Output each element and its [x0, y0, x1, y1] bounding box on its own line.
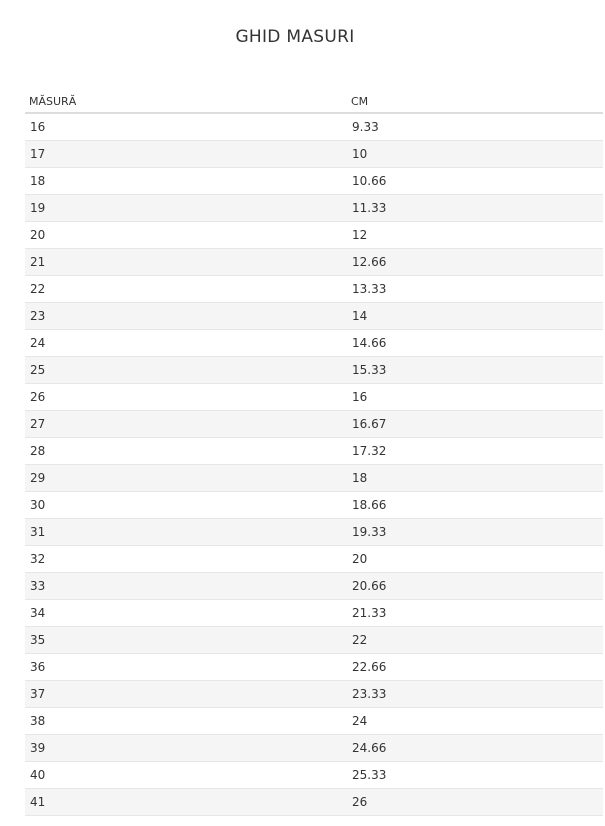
table-row: 22 13.33	[25, 275, 603, 303]
size-cell: 41	[25, 788, 347, 816]
table-row: 41 26	[25, 788, 603, 816]
table-row: 32 20	[25, 545, 603, 573]
size-cell: 26	[25, 383, 347, 411]
size-cell: 39	[25, 734, 347, 762]
size-cell: 30	[25, 491, 347, 519]
size-cell: 16	[25, 113, 347, 141]
cm-cell: 14.66	[347, 329, 603, 357]
cm-cell: 11.33	[347, 194, 603, 222]
size-cell: 40	[25, 761, 347, 789]
size-cell: 36	[25, 653, 347, 681]
cm-cell: 20	[347, 545, 603, 573]
cm-cell: 18	[347, 464, 603, 492]
size-cell: 17	[25, 140, 347, 168]
cm-cell: 22.66	[347, 653, 603, 681]
table-row: 36 22.66	[25, 653, 603, 681]
table-row: 34 21.33	[25, 599, 603, 627]
size-cell: 33	[25, 572, 347, 600]
table-row: 35 22	[25, 626, 603, 654]
table-row: 33 20.66	[25, 572, 603, 600]
table-row: 39 24.66	[25, 734, 603, 762]
table-row: 18 10.66	[25, 167, 603, 195]
cm-cell: 12.66	[347, 248, 603, 276]
cm-cell: 25.33	[347, 761, 603, 789]
size-guide-table: MĂSURĂ CM 16 9.33 17 10 18 10.66 19 11.33 20 12 21…	[25, 90, 603, 816]
cm-cell: 10	[347, 140, 603, 168]
size-cell: 21	[25, 248, 347, 276]
cm-cell: 13.33	[347, 275, 603, 303]
size-cell: 29	[25, 464, 347, 492]
cm-cell: 24.66	[347, 734, 603, 762]
cm-cell: 15.33	[347, 356, 603, 384]
table-row: 20 12	[25, 221, 603, 249]
size-cell: 20	[25, 221, 347, 249]
size-cell: 34	[25, 599, 347, 627]
cm-cell: 26	[347, 788, 603, 816]
table-row: 40 25.33	[25, 761, 603, 789]
cm-cell: 18.66	[347, 491, 603, 519]
table-row: 21 12.66	[25, 248, 603, 276]
table-row: 31 19.33	[25, 518, 603, 546]
table-row: 27 16.67	[25, 410, 603, 438]
size-cell: 28	[25, 437, 347, 465]
table-row: 26 16	[25, 383, 603, 411]
cm-cell: 16	[347, 383, 603, 411]
cm-cell: 21.33	[347, 599, 603, 627]
cm-cell: 23.33	[347, 680, 603, 708]
cm-cell: 22	[347, 626, 603, 654]
size-cell: 27	[25, 410, 347, 438]
cm-cell: 19.33	[347, 518, 603, 546]
cm-cell: 10.66	[347, 167, 603, 195]
column-header-size: MĂSURĂ	[25, 90, 347, 114]
cm-cell: 12	[347, 221, 603, 249]
size-cell: 32	[25, 545, 347, 573]
cm-cell: 17.32	[347, 437, 603, 465]
size-cell: 37	[25, 680, 347, 708]
table-header-row: MĂSURĂ CM	[25, 90, 603, 114]
size-cell: 31	[25, 518, 347, 546]
table-row: 37 23.33	[25, 680, 603, 708]
cm-cell: 16.67	[347, 410, 603, 438]
size-cell: 24	[25, 329, 347, 357]
cm-cell: 24	[347, 707, 603, 735]
table-row: 24 14.66	[25, 329, 603, 357]
table-row: 17 10	[25, 140, 603, 168]
size-cell: 38	[25, 707, 347, 735]
cm-cell: 20.66	[347, 572, 603, 600]
table-row: 16 9.33	[25, 113, 603, 141]
table-row: 29 18	[25, 464, 603, 492]
size-cell: 25	[25, 356, 347, 384]
table-row: 38 24	[25, 707, 603, 735]
cm-cell: 9.33	[347, 113, 603, 141]
page-title: GHID MASURI	[235, 27, 355, 47]
column-header-cm: CM	[347, 90, 603, 114]
table-row: 25 15.33	[25, 356, 603, 384]
size-cell: 23	[25, 302, 347, 330]
table-row: 28 17.32	[25, 437, 603, 465]
size-cell: 18	[25, 167, 347, 195]
table-row: 19 11.33	[25, 194, 603, 222]
table-row: 30 18.66	[25, 491, 603, 519]
size-cell: 19	[25, 194, 347, 222]
size-cell: 22	[25, 275, 347, 303]
size-cell: 35	[25, 626, 347, 654]
table-row: 23 14	[25, 302, 603, 330]
cm-cell: 14	[347, 302, 603, 330]
